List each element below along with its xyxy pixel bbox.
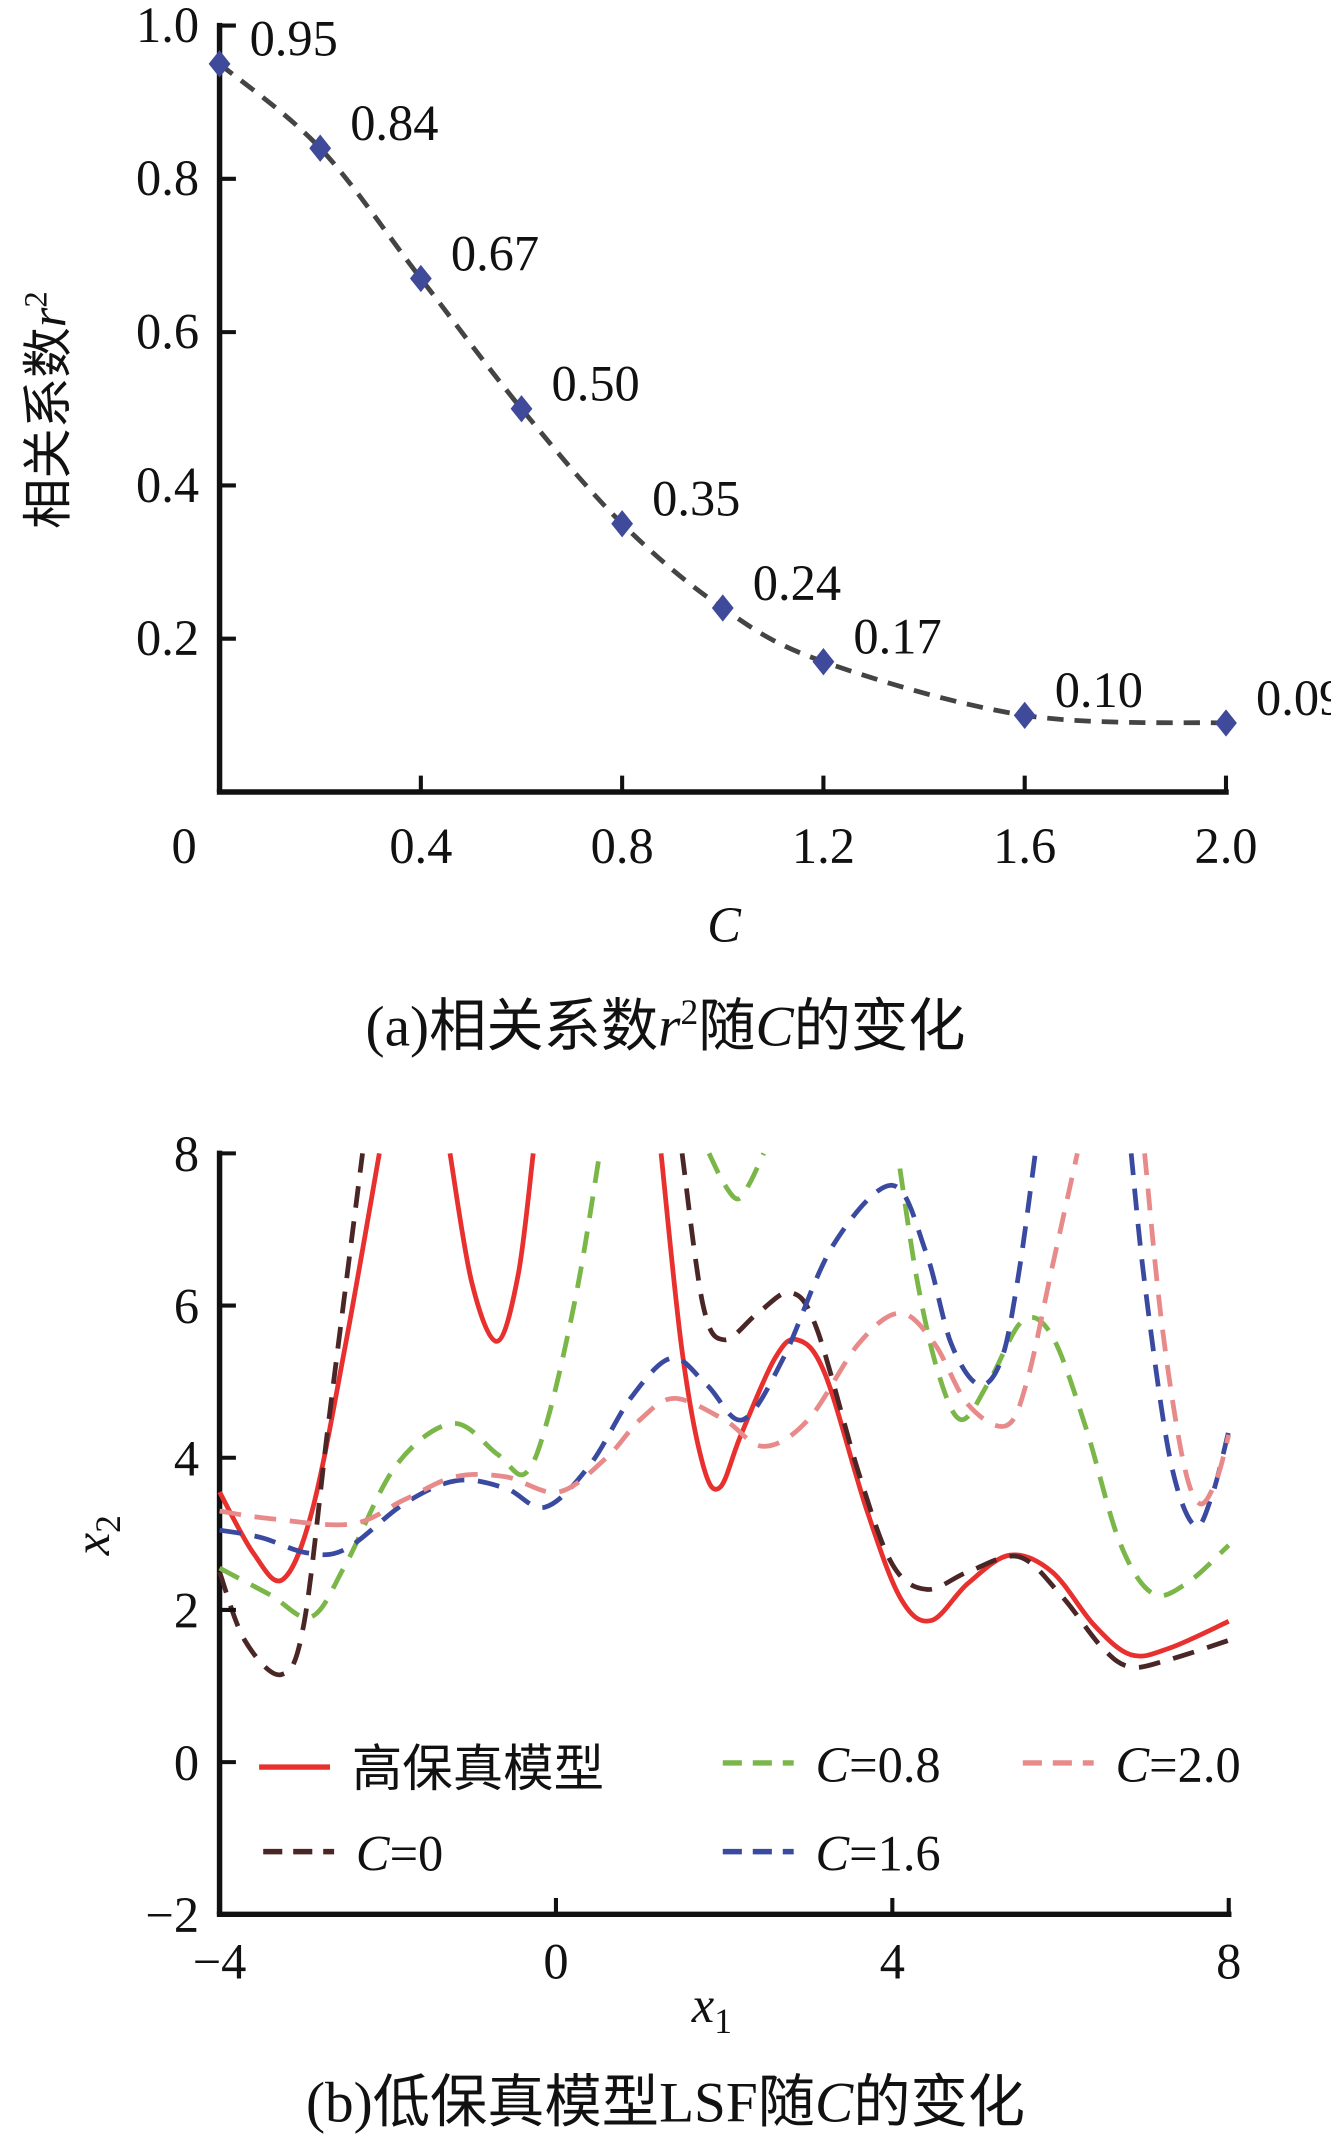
chart-a-data-label: 0.09	[1256, 670, 1331, 726]
chart-b-series-line-4	[219, 1152, 1080, 1528]
legend-label: C=2.0	[1116, 1737, 1241, 1793]
chart-a-data-point	[409, 264, 432, 293]
chart-b-caption: (b)低保真模型LSF随C的变化	[306, 2072, 1025, 2135]
chart-a-caption: (a)相关系数r2随C的变化	[366, 992, 966, 1059]
chart-b-y-label: x2	[64, 1515, 128, 1556]
chart-b-series-line-0	[658, 1153, 1230, 1659]
chart-a-x-tick-label: 0	[171, 818, 196, 874]
chart-b-x-label: x1	[691, 1977, 732, 2041]
chart-a-y-tick-label: 0.2	[136, 610, 199, 666]
chart-b-y-tick-label: 4	[174, 1430, 199, 1486]
chart-a: 0 0.4 0.8 1.2 1.6 2.0 0.2 0.4 0.6 0.8 1.0 0.950.84…	[18, 0, 1331, 1059]
chart-a-y-tick-label: 0.4	[136, 457, 199, 513]
chart-a-data-label: 0.95	[250, 11, 338, 67]
chart-a-data-label: 0.50	[551, 356, 639, 412]
chart-a-data-point	[711, 594, 734, 622]
chart-a-y-tick-label: 0.8	[136, 150, 199, 206]
chart-b-legend: 高保真模型 C=0 C=0.8 C=1.6 C=2.0	[259, 1737, 1241, 1882]
chart-b-series-line-4	[1142, 1153, 1232, 1507]
chart-b-series-line-3	[1128, 1153, 1232, 1530]
legend-label: C=0	[356, 1826, 443, 1882]
chart-a-y-tick-label: 0.6	[136, 303, 199, 359]
chart-a-data-label: 0.17	[853, 609, 941, 665]
chart-a-data-label: 0.35	[652, 471, 740, 527]
chart-a-data-point	[208, 50, 231, 78]
chart-b-y-tick-label: −2	[145, 1887, 199, 1943]
chart-a-y-tick-label: 1.0	[136, 0, 199, 53]
chart-b-x-tick-label: −4	[193, 1933, 247, 1989]
chart-a-data-label: 0.10	[1055, 662, 1143, 718]
chart-a-data-point	[1215, 709, 1237, 737]
chart-b-x-tick-label: 0	[543, 1933, 568, 1989]
chart-a-x-tick-label: 0.4	[389, 818, 452, 874]
chart-a-y-label: 相关系数r2	[18, 291, 76, 529]
chart-b-series-line-3	[219, 1153, 1038, 1558]
chart-a-data-point	[309, 134, 332, 162]
chart-b-x-tick-label: 8	[1216, 1933, 1241, 1989]
chart-b-series-line-0	[447, 1152, 536, 1344]
chart-a-data-label: 0.84	[350, 95, 438, 151]
chart-b-series-line-2	[706, 1152, 766, 1202]
chart-a-x-tick-label: 2.0	[1194, 818, 1257, 874]
chart-b-x-tick-label: 4	[880, 1933, 905, 1989]
chart-b-series-line-1	[217, 1153, 365, 1678]
chart-a-data-label: 0.67	[451, 225, 539, 281]
chart-a-x-label: C	[707, 897, 742, 953]
chart-a-x-tick-label: 1.2	[792, 818, 855, 874]
chart-a-data-point	[1013, 701, 1036, 729]
chart-b-y-tick-label: 0	[174, 1735, 199, 1791]
chart-a-x-tick-label: 1.6	[993, 818, 1056, 874]
chart-b-series-line-2	[897, 1168, 1231, 1599]
legend-label: C=1.6	[816, 1826, 941, 1882]
chart-b-series-line-2	[218, 1152, 603, 1620]
chart-a-data-point	[812, 648, 835, 676]
chart-a-series-line	[218, 62, 1227, 726]
chart-b-series-line-0	[217, 1152, 382, 1584]
chart-a-x-tick-label: 0.8	[591, 818, 654, 874]
chart-a-data-label: 0.24	[753, 555, 841, 611]
chart-b-series-line-1	[679, 1153, 1230, 1670]
chart-a-data-point	[510, 395, 533, 423]
legend-label: 高保真模型	[352, 1741, 604, 1797]
chart-b-y-tick-label: 6	[174, 1278, 199, 1334]
chart-b-y-tick-label: 2	[174, 1583, 199, 1639]
chart-b-y-tick-label: 8	[174, 1126, 199, 1182]
legend-label: C=0.8	[816, 1737, 941, 1793]
